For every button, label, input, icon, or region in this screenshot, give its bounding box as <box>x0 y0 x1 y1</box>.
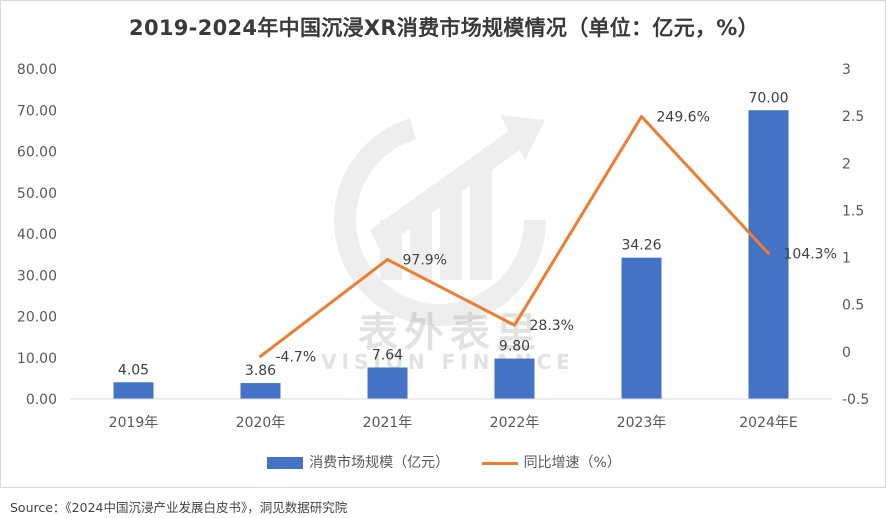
left-tick-label: 0.00 <box>26 392 57 408</box>
line-data-label: 249.6% <box>657 110 710 126</box>
line-point <box>259 354 262 358</box>
bar-data-label: 7.64 <box>372 347 403 363</box>
left-tick-label: 60.00 <box>17 145 57 161</box>
left-tick-label: 50.00 <box>17 186 57 202</box>
x-tick-label: 2019年 <box>109 415 159 431</box>
line-point <box>640 115 643 119</box>
line-data-label: 97.9% <box>403 253 447 269</box>
watermark-text: 表外表里 <box>358 310 542 356</box>
right-axis-ticks: -0.5 0 0.5 1 1.5 2 2.5 3 <box>842 62 869 408</box>
chart-title: 2019-2024年中国沉浸XR消费市场规模情况（单位：亿元，%） <box>129 16 759 40</box>
x-tick-label: 2022年 <box>490 415 540 431</box>
left-tick-label: 70.00 <box>17 103 57 119</box>
x-axis-ticks: 2019年 2020年 2021年 2022年 2023年 2024年E <box>109 415 798 431</box>
bar <box>113 382 154 399</box>
line-data-label: 28.3% <box>530 318 574 334</box>
bar <box>494 358 535 399</box>
bar-data-label: 3.86 <box>245 363 276 379</box>
left-tick-label: 80.00 <box>17 62 57 78</box>
right-tick-label: 1 <box>842 251 851 267</box>
bar <box>621 257 662 399</box>
bar-series <box>113 110 789 399</box>
bar <box>367 367 408 399</box>
right-tick-label: 1.5 <box>842 203 864 219</box>
chart-frame <box>0 0 886 488</box>
right-tick-label: -0.5 <box>842 392 869 408</box>
chart-plot: 0.00 10.00 20.00 30.00 40.00 50.00 60.00 70.00 8… <box>17 62 869 431</box>
x-tick-label: 2024年E <box>739 415 797 431</box>
legend-bar-label: 消费市场规模（亿元） <box>309 455 450 471</box>
line-point <box>513 323 516 327</box>
left-tick-label: 20.00 <box>17 310 57 326</box>
right-tick-label: 3 <box>842 62 851 78</box>
legend-bar-swatch <box>267 457 304 469</box>
right-tick-label: 0.5 <box>842 298 864 314</box>
left-tick-label: 40.00 <box>17 227 57 243</box>
bar <box>240 383 281 399</box>
bar-data-label: 9.80 <box>499 339 530 355</box>
line-point <box>386 258 389 262</box>
x-tick-label: 2020年 <box>236 415 286 431</box>
bar-data-labels: 4.05 3.86 7.64 9.80 34.26 70.00 <box>118 90 789 379</box>
legend: 消费市场规模（亿元） 同比增速（%） <box>0 452 888 472</box>
legend-item-line: 同比增速（%） <box>481 452 621 472</box>
line-data-label: -4.7% <box>276 349 317 365</box>
x-tick-label: 2023年 <box>617 415 667 431</box>
growth-line <box>259 115 770 358</box>
right-tick-label: 2 <box>842 156 851 172</box>
source-note: Source：《2024中国沉浸产业发展白皮书》，洞见数据研究院 <box>10 500 348 515</box>
line-series <box>259 115 770 358</box>
right-tick-label: 2.5 <box>842 109 864 125</box>
legend-line-swatch <box>481 461 518 465</box>
left-tick-label: 30.00 <box>17 268 57 284</box>
x-tick-label: 2021年 <box>363 415 413 431</box>
bar-data-label: 4.05 <box>118 362 149 378</box>
left-tick-label: 10.00 <box>17 351 57 367</box>
right-tick-label: 0 <box>842 345 851 361</box>
legend-item-bar: 消费市场规模（亿元） <box>267 452 449 472</box>
line-data-labels: -4.7% 97.9% 28.3% 249.6% 104.3% <box>276 110 837 366</box>
left-axis-ticks: 0.00 10.00 20.00 30.00 40.00 50.00 60.00 70.00 8… <box>17 62 57 408</box>
legend-line-label: 同比增速（%） <box>523 455 621 471</box>
bar-data-label: 70.00 <box>748 90 788 106</box>
bar-data-label: 34.26 <box>621 238 661 254</box>
line-data-label: 104.3% <box>784 247 837 263</box>
line-point <box>767 252 770 256</box>
